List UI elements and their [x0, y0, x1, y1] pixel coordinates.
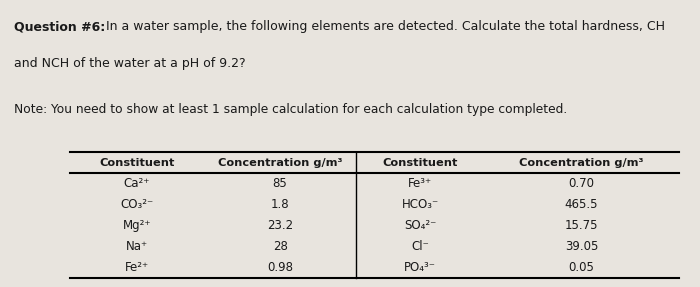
Text: Fe²⁺: Fe²⁺ — [125, 261, 149, 274]
Text: Fe³⁺: Fe³⁺ — [408, 177, 432, 190]
Text: 85: 85 — [273, 177, 288, 190]
Text: Mg²⁺: Mg²⁺ — [122, 219, 151, 232]
Text: and NCH of the water at a pH of 9.2?: and NCH of the water at a pH of 9.2? — [14, 57, 246, 70]
Text: PO₄³⁻: PO₄³⁻ — [404, 261, 436, 274]
Text: In a water sample, the following elements are detected. Calculate the total hard: In a water sample, the following element… — [102, 20, 664, 33]
Text: 28: 28 — [273, 240, 288, 253]
Text: 23.2: 23.2 — [267, 219, 293, 232]
Text: Note: You need to show at least 1 sample calculation for each calculation type c: Note: You need to show at least 1 sample… — [14, 103, 567, 116]
Text: 1.8: 1.8 — [271, 198, 289, 211]
Text: Ca²⁺: Ca²⁺ — [124, 177, 150, 190]
Text: Constituent: Constituent — [99, 158, 175, 168]
Text: 15.75: 15.75 — [565, 219, 598, 232]
Text: 465.5: 465.5 — [565, 198, 598, 211]
Text: Cl⁻: Cl⁻ — [411, 240, 429, 253]
Text: Concentration g/m³: Concentration g/m³ — [519, 158, 644, 168]
Text: 39.05: 39.05 — [565, 240, 598, 253]
Text: SO₄²⁻: SO₄²⁻ — [404, 219, 436, 232]
Text: 0.70: 0.70 — [568, 177, 594, 190]
Text: 0.05: 0.05 — [568, 261, 594, 274]
Text: HCO₃⁻: HCO₃⁻ — [402, 198, 439, 211]
Text: Constituent: Constituent — [382, 158, 458, 168]
Text: Question #6:: Question #6: — [14, 20, 105, 33]
Text: 0.98: 0.98 — [267, 261, 293, 274]
Text: CO₃²⁻: CO₃²⁻ — [120, 198, 153, 211]
Text: Concentration g/m³: Concentration g/m³ — [218, 158, 342, 168]
Text: Na⁺: Na⁺ — [126, 240, 148, 253]
